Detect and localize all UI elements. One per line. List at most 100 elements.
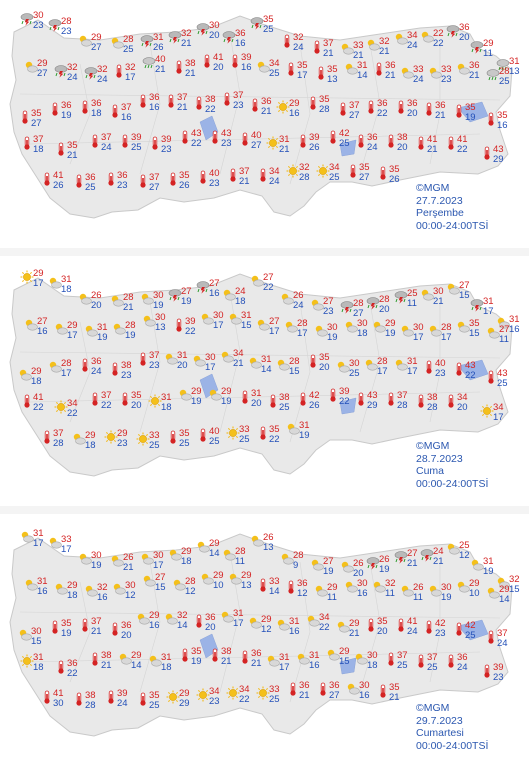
min-temp: 23 [493,672,504,683]
min-temp: 14 [357,70,368,81]
thermometer-icon [256,578,270,592]
max-temp: 38 [279,392,290,403]
min-temp: 25 [123,44,134,55]
min-temp: 20 [407,108,418,119]
weather-station: 30 15 [18,626,44,650]
weather-station: 37 21 [78,617,104,640]
min-temp: 16 [497,120,508,131]
min-temp: 25 [497,378,508,389]
max-temp: 38 [397,132,408,143]
weather-station: 26 19 [366,555,392,578]
min-temp: 22 [101,400,112,411]
partly-cloudy-icon [24,578,38,592]
min-temp: 28 [85,700,96,711]
min-temp: 19 [441,592,452,603]
weather-station: 24 18 [222,287,248,310]
max-temp: 28 [289,356,300,367]
max-temp: 27 [323,296,334,307]
weather-station: 32 21 [168,29,194,52]
min-temp: 28 [397,400,408,411]
thermometer-icon [306,354,320,368]
thermometer-icon [108,362,122,376]
weather-station: 27 23 [310,296,336,320]
weather-station: 29 13 [228,571,254,594]
max-temp: 28 [441,322,452,333]
min-temp: 19 [61,628,72,639]
min-temp: 11 [499,334,509,345]
min-temp: 23 [61,26,72,37]
weather-station: 30 16 [346,681,372,704]
min-temp: 23 [117,180,128,191]
partly-cloudy-icon [24,318,38,332]
partly-cloudy-icon [222,288,236,302]
max-temp: 31 [177,350,188,361]
max-temp: 27 [209,278,220,289]
max-temp: 35 [263,14,274,25]
thermometer-icon [256,168,270,182]
thunderstorm-icon [48,18,62,32]
partly-cloudy-icon [164,352,178,366]
min-temp: 25 [269,694,280,705]
weather-station: 35 19 [48,619,74,642]
min-temp: 22 [239,694,250,705]
min-temp: 19 [483,566,494,577]
weather-station: 37 25 [384,651,410,674]
partly-cloudy-icon [276,618,290,632]
min-temp: 13 [155,322,166,333]
max-temp: 29 [31,366,42,377]
thermometer-icon [196,170,210,184]
weather-station: 36 16 [222,29,248,52]
weather-station: 32 17 [112,63,138,86]
max-temp: 32 [177,610,188,621]
weather-station: 37 27 [136,173,162,196]
min-temp: 24 [497,638,508,649]
min-temp: 23 [435,368,446,379]
min-temp: 24 [293,42,304,53]
weather-station: 43 29 [354,391,380,414]
thunderstorm-icon [140,34,154,48]
max-temp: 36 [457,652,468,663]
weather-station: 35 15 [456,319,482,342]
thermometer-icon [88,652,102,666]
min-temp: 27 [329,690,340,701]
weather-station: 33 14 [256,577,282,600]
partly-cloudy-icon [344,580,358,594]
max-temp: 36 [297,578,308,589]
min-temp: 25 [397,660,408,671]
min-temp: 19 [327,332,338,343]
weather-station: 30 12 [112,581,138,604]
thermometer-icon [354,134,368,148]
thermometer-icon [280,34,294,48]
max-temp: 30 [31,626,42,637]
weather-station: 30 23 [20,11,46,34]
weather-station: 31 20 [238,388,264,412]
min-temp: 21 [221,656,232,667]
max-temp: 35 [377,616,388,627]
partly-cloudy-icon [364,358,378,372]
min-temp: 14 [499,594,510,605]
weather-station: 36 24 [354,133,380,156]
max-temp: 35 [67,140,78,151]
max-temp: 28 [235,546,246,557]
min-temp: 16 [357,588,368,599]
max-temp: 41 [53,688,64,699]
max-temp: 31 [251,388,262,399]
weather-station: 37 24 [88,133,114,156]
max-temp: 35 [31,108,42,119]
max-temp: 30 [209,20,220,31]
max-temp: 31 [299,420,310,431]
weather-station: 39 23 [148,135,174,158]
thermometer-icon [326,388,340,402]
thunderstorm-icon [420,548,434,562]
thunderstorm-icon [54,64,68,78]
thermometer-icon [136,94,150,108]
max-temp: 27 [181,286,192,297]
thermometer-icon [484,370,498,384]
weather-station: 34 21 [220,349,246,372]
turkey-map [9,15,513,219]
sun-icon [20,270,34,284]
weather-station: 29 14 [118,651,144,674]
min-temp: 19 [323,566,334,577]
weather-station: 35 21 [54,140,80,164]
min-temp: 19 [181,296,192,307]
